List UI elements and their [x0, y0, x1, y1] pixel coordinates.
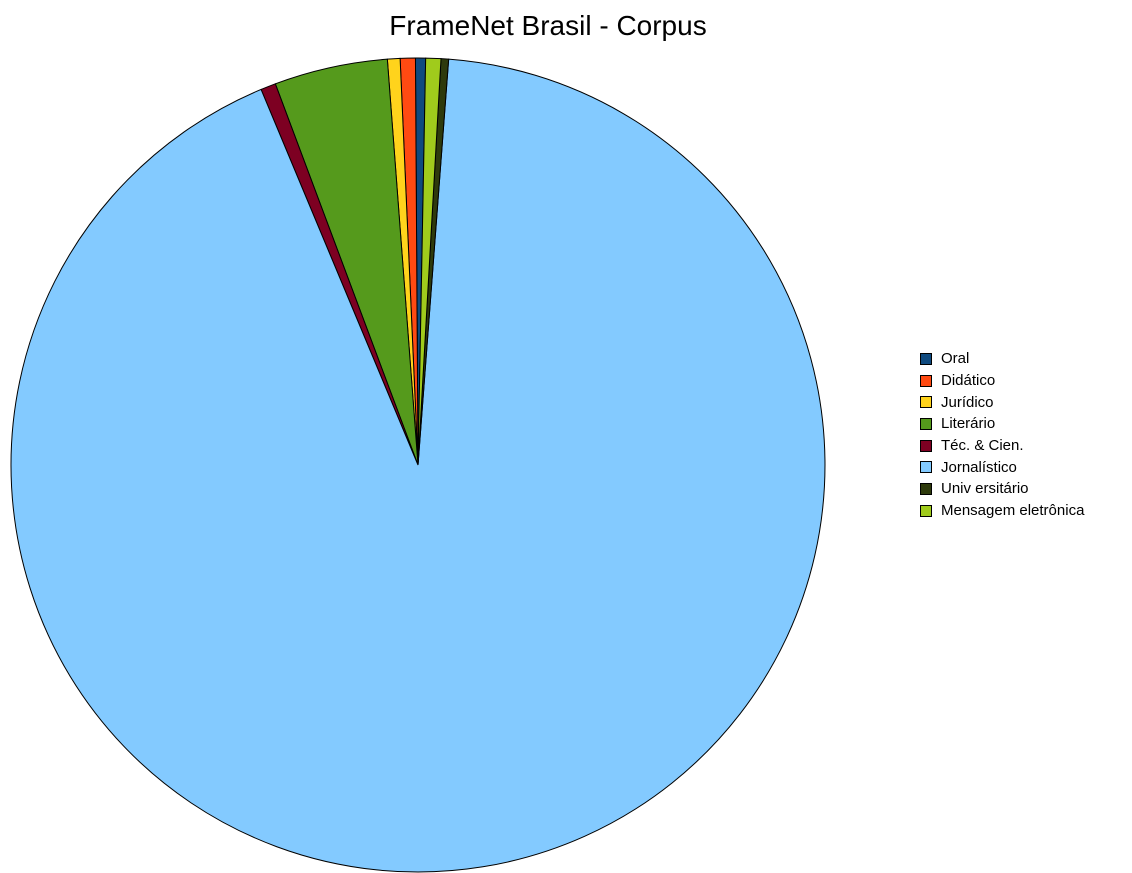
legend-swatch: [920, 352, 932, 365]
legend-label: Téc. & Cien.: [941, 437, 1024, 455]
legend-label: Mensagem eletrônica: [941, 502, 1085, 520]
legend-swatch: [920, 461, 932, 474]
legend-swatch: [920, 396, 932, 409]
legend-swatch: [920, 417, 932, 430]
legend-label: Univ ersitário: [941, 480, 1029, 498]
legend-item: Téc. & Cien.: [920, 435, 1084, 457]
legend-item: Didático: [920, 370, 1084, 392]
legend-item: Jurídico: [920, 391, 1084, 413]
legend-label: Jornalístico: [941, 458, 1017, 476]
legend-item: Univ ersitário: [920, 478, 1084, 500]
chart-title: FrameNet Brasil - Corpus: [389, 10, 707, 41]
legend-item: Mensagem eletrônica: [920, 500, 1084, 522]
chart-legend: Oral Didático Jurídico Literário Téc. & Cien…: [920, 348, 1084, 522]
legend-swatch: [920, 504, 932, 517]
legend-item: Literário: [920, 413, 1084, 435]
legend-swatch: [920, 439, 932, 452]
legend-item: Oral: [920, 348, 1084, 370]
legend-label: Jurídico: [941, 393, 994, 411]
legend-swatch: [920, 482, 932, 495]
pie-slice-7: [417, 57, 442, 466]
legend-swatch: [920, 374, 932, 387]
pie-slice-5: [10, 58, 826, 873]
legend-label: Didático: [941, 372, 996, 390]
legend-label: Oral: [941, 350, 970, 368]
legend-label: Literário: [941, 415, 996, 433]
legend-item: Jornalístico: [920, 456, 1084, 478]
